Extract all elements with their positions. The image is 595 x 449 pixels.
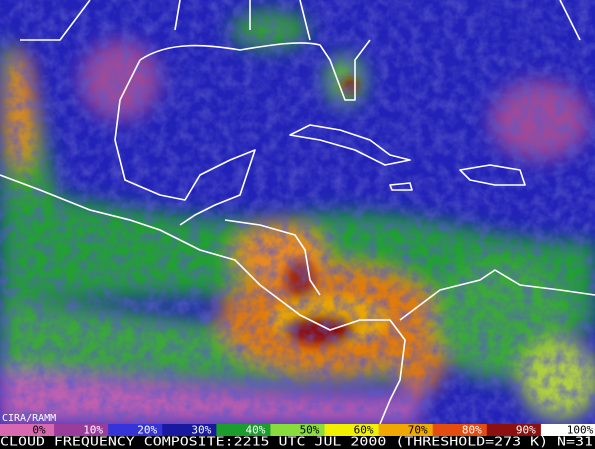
- colorbar-label: 20%: [137, 424, 157, 437]
- coastlines: [0, 0, 595, 425]
- colorbar-label: 40%: [245, 424, 265, 437]
- colorbar-label: 70%: [408, 424, 428, 437]
- colorbar-label: 60%: [354, 424, 374, 437]
- colorbar-label: 100%: [567, 424, 594, 437]
- colorbar-swatch: [270, 424, 326, 436]
- colorbar-label: 30%: [191, 424, 211, 437]
- colorbar-swatch: [324, 424, 380, 436]
- colorbar-swatch: [162, 424, 217, 436]
- colorbar-label: 0%: [32, 424, 46, 437]
- caption: CLOUD FREQUENCY COMPOSITE:2215 UTC JUL 2…: [0, 435, 593, 449]
- colorbar-label: 50%: [300, 424, 320, 437]
- colorbar-swatch: [540, 424, 595, 436]
- credit: CIRA/RAMM: [2, 413, 56, 424]
- colorbar-swatch: [432, 424, 488, 436]
- caption-band: [0, 436, 595, 449]
- colorbar-label: 10%: [83, 424, 103, 437]
- colorbar-swatch: [378, 424, 434, 436]
- cloud-field: [0, 0, 595, 424]
- colorbar-swatch: [54, 424, 109, 436]
- colorbar: 0% 10% 20% 30% 40% 50% 60% 70% 80% 90% 100%: [0, 424, 595, 437]
- colorbar-swatch: [0, 424, 55, 436]
- colorbar-swatch: [108, 424, 163, 436]
- colorbar-label: 90%: [516, 424, 536, 437]
- colorbar-label: 80%: [462, 424, 482, 437]
- colorbar-swatch: [216, 424, 271, 436]
- colorbar-swatch: [486, 424, 542, 436]
